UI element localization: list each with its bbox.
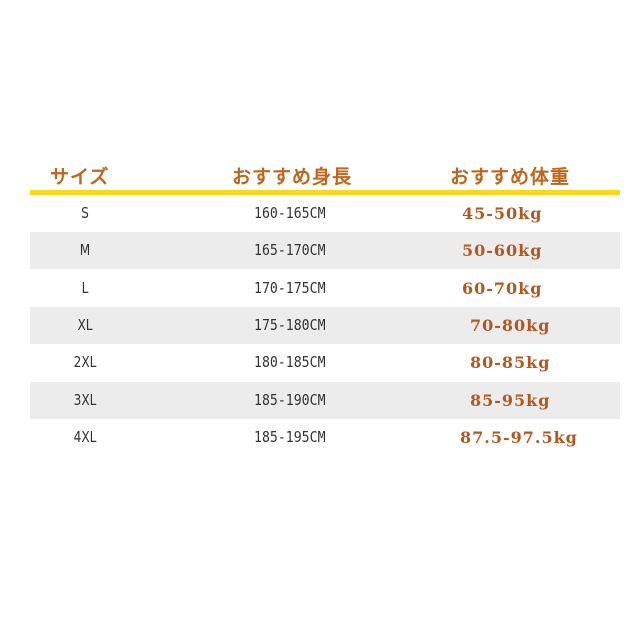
table-row: 3XL 185-190CM 85-95kg	[30, 381, 620, 419]
height-cell: 175-180CM	[254, 315, 326, 334]
size-cell: M	[79, 241, 91, 260]
weight-cell: 80-85kg	[470, 353, 551, 373]
weight-cell: 70-80kg	[470, 315, 551, 335]
header-weight: おすすめ体重	[450, 166, 571, 188]
table-row: 2XL 180-185CM 80-85kg	[30, 344, 620, 381]
table-row: L 170-175CM 60-70kg	[30, 270, 620, 307]
height-cell: 180-185CM	[254, 353, 326, 372]
header-size: サイズ	[50, 166, 110, 188]
weight-cell: 85-95kg	[470, 390, 551, 410]
height-cell: 160-165CM	[254, 204, 326, 222]
weight-cell: 50-60kg	[462, 241, 543, 261]
table-row: 4XL 185-195CM 87.5-97.5kg	[30, 419, 620, 456]
weight-cell: 60-70kg	[462, 278, 543, 298]
weight-cell: 45-50kg	[462, 204, 543, 223]
height-cell: 165-170CM	[254, 241, 326, 260]
size-cell: 3XL	[73, 390, 97, 409]
table-row: M 165-170CM 50-60kg	[30, 232, 620, 270]
height-cell: 185-195CM	[254, 427, 326, 446]
size-cell: S	[81, 204, 89, 222]
size-cell: XL	[77, 315, 93, 334]
weight-cell: 87.5-97.5kg	[460, 427, 578, 447]
size-cell: L	[81, 278, 89, 297]
table-row: S 160-165CM 45-50kg	[30, 195, 620, 232]
size-cell: 4XL	[73, 427, 97, 446]
height-cell: 170-175CM	[254, 278, 326, 297]
height-cell: 185-190CM	[254, 390, 326, 409]
header-height: おすすめ身長	[232, 166, 353, 188]
table-row: XL 175-180CM 70-80kg	[30, 306, 620, 344]
size-cell: 2XL	[73, 353, 97, 372]
header-divider	[30, 190, 620, 195]
